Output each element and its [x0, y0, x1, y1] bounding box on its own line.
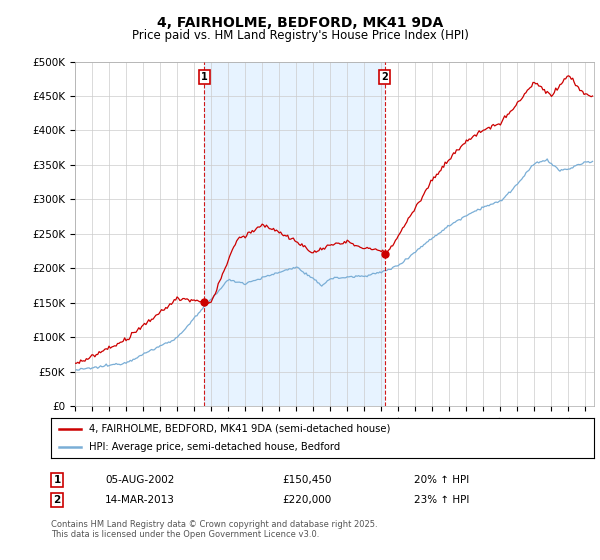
Text: £220,000: £220,000: [282, 495, 331, 505]
Text: 20% ↑ HPI: 20% ↑ HPI: [414, 475, 469, 485]
Text: 1: 1: [201, 72, 208, 82]
Text: HPI: Average price, semi-detached house, Bedford: HPI: Average price, semi-detached house,…: [89, 442, 340, 452]
Text: £150,450: £150,450: [282, 475, 331, 485]
Text: 4, FAIRHOLME, BEDFORD, MK41 9DA (semi-detached house): 4, FAIRHOLME, BEDFORD, MK41 9DA (semi-de…: [89, 424, 391, 433]
Text: 2: 2: [53, 495, 61, 505]
Text: 05-AUG-2002: 05-AUG-2002: [105, 475, 175, 485]
Text: Contains HM Land Registry data © Crown copyright and database right 2025.
This d: Contains HM Land Registry data © Crown c…: [51, 520, 377, 539]
Text: 1: 1: [53, 475, 61, 485]
Text: 14-MAR-2013: 14-MAR-2013: [105, 495, 175, 505]
Text: 2: 2: [382, 72, 388, 82]
Text: 23% ↑ HPI: 23% ↑ HPI: [414, 495, 469, 505]
Text: 4, FAIRHOLME, BEDFORD, MK41 9DA: 4, FAIRHOLME, BEDFORD, MK41 9DA: [157, 16, 443, 30]
Text: Price paid vs. HM Land Registry's House Price Index (HPI): Price paid vs. HM Land Registry's House …: [131, 29, 469, 42]
Bar: [204, 62, 385, 406]
